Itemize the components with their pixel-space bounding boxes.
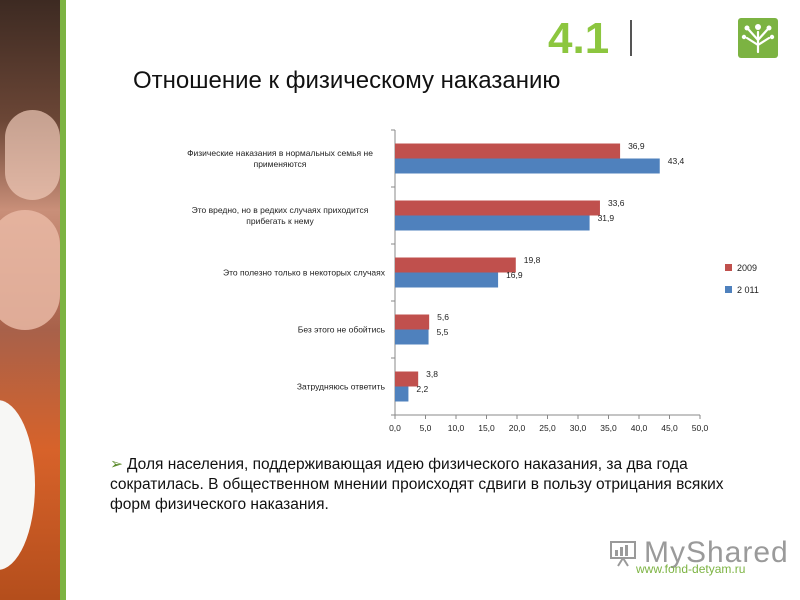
- category-label: Без этого не обойтись: [298, 325, 386, 335]
- accent-bar: [60, 0, 66, 600]
- data-label: 33,6: [608, 198, 625, 208]
- bar-chart: 0,0 5,0 10,0 15,0 20,0 25,0 30,0 35,0 40,0 45,0 50…: [90, 120, 790, 440]
- x-tick-label: 5,0: [420, 423, 432, 433]
- data-label: 19,8: [524, 255, 541, 265]
- photo-strip: [0, 0, 60, 600]
- data-label: 3,8: [426, 369, 438, 379]
- watermark: MyShared: [608, 536, 789, 570]
- data-label: 36,9: [628, 141, 645, 151]
- x-tick-label: 35,0: [600, 423, 617, 433]
- data-label: 31,9: [598, 213, 615, 223]
- x-tick-label: 50,0: [692, 423, 709, 433]
- chart-svg: 0,0 5,0 10,0 15,0 20,0 25,0 30,0 35,0 40,0 45,0 50…: [187, 129, 759, 433]
- data-label: 16,9: [506, 270, 523, 280]
- section-divider: [630, 20, 632, 56]
- photo-hand-shape: [0, 210, 60, 330]
- x-tick-label: 0,0: [389, 423, 401, 433]
- data-label: 43,4: [668, 156, 685, 166]
- x-tick-label: 15,0: [478, 423, 495, 433]
- category-label: Это полезно только в некоторых случаях: [223, 268, 386, 278]
- x-tick-label: 40,0: [631, 423, 648, 433]
- category-label: Физические наказания в нормальных семья …: [187, 148, 373, 169]
- bar-2011-4: [395, 386, 409, 402]
- bar-2011-0: [395, 158, 660, 174]
- category-label: Затрудняюсь ответить: [297, 382, 386, 392]
- bar-2011-1: [395, 215, 590, 231]
- bar-2009-0: [395, 143, 621, 159]
- x-tick-label: 30,0: [570, 423, 587, 433]
- photo-white-shape: [0, 400, 35, 570]
- site-url: www.fond-detyam.ru: [636, 562, 746, 576]
- watermark-text: MyShared: [644, 536, 789, 569]
- category-label: Это вредно, но в редких случаях приходит…: [192, 205, 369, 226]
- presentation-icon: [610, 541, 636, 567]
- legend-label: 2009: [737, 263, 757, 273]
- bar-2011-3: [395, 329, 429, 345]
- data-label: 2,2: [416, 384, 428, 394]
- bar-2011-2: [395, 272, 499, 288]
- legend-swatch: [725, 264, 732, 271]
- legend-label: 2 011: [737, 285, 759, 295]
- photo-hand-shape: [5, 110, 60, 200]
- bar-2009-3: [395, 314, 430, 330]
- data-label: 5,6: [437, 312, 449, 322]
- bullet-paragraph: ➢ Доля населения, поддерживающая идею физ…: [110, 455, 750, 515]
- bar-2009-1: [395, 200, 600, 216]
- x-tick-label: 45,0: [661, 423, 678, 433]
- page-title: Отношение к физическому наказанию: [133, 67, 561, 94]
- foundation-logo-icon: [738, 18, 778, 58]
- data-label: 5,5: [437, 327, 449, 337]
- x-tick-label: 25,0: [539, 423, 556, 433]
- bar-2009-2: [395, 257, 516, 273]
- bullet-text: Доля населения, поддерживающая идею физи…: [110, 456, 724, 513]
- legend-swatch: [725, 286, 732, 293]
- bar-2009-4: [395, 371, 419, 387]
- section-number: 4.1: [548, 14, 610, 63]
- x-tick-label: 20,0: [509, 423, 526, 433]
- x-tick-label: 10,0: [448, 423, 465, 433]
- bullet-arrow-icon: ➢: [110, 456, 123, 473]
